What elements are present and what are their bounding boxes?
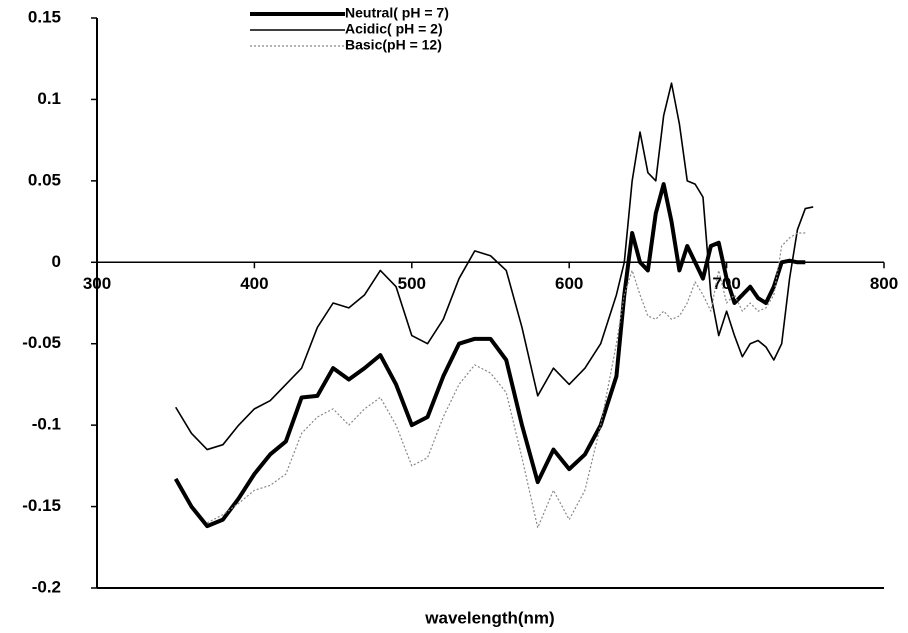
x-tick-label: 800 bbox=[870, 274, 898, 293]
y-tick-label: 0 bbox=[52, 252, 61, 271]
y-tick-label: 0.05 bbox=[28, 170, 61, 189]
x-axis-label: wavelength(nm) bbox=[424, 608, 554, 627]
y-tick-label: -0.15 bbox=[22, 496, 61, 515]
legend-label: Basic(pH = 12) bbox=[345, 37, 442, 53]
line-series bbox=[175, 82, 814, 451]
legend-label: Acidic( pH = 2) bbox=[345, 21, 443, 37]
line-series bbox=[173, 182, 806, 529]
y-tick-label: -0.1 bbox=[32, 415, 61, 434]
y-tick-label: -0.2 bbox=[32, 577, 61, 596]
line-series bbox=[206, 232, 806, 529]
x-tick-label: 600 bbox=[555, 274, 583, 293]
y-tick-label: -0.05 bbox=[22, 333, 61, 352]
legend-label: Neutral( pH = 7) bbox=[345, 5, 449, 21]
y-tick-label: 0.1 bbox=[37, 89, 61, 108]
x-tick-label: 500 bbox=[398, 274, 426, 293]
y-tick-label: 0.15 bbox=[28, 7, 61, 26]
x-tick-label: 400 bbox=[240, 274, 268, 293]
x-tick-label: 300 bbox=[83, 274, 111, 293]
